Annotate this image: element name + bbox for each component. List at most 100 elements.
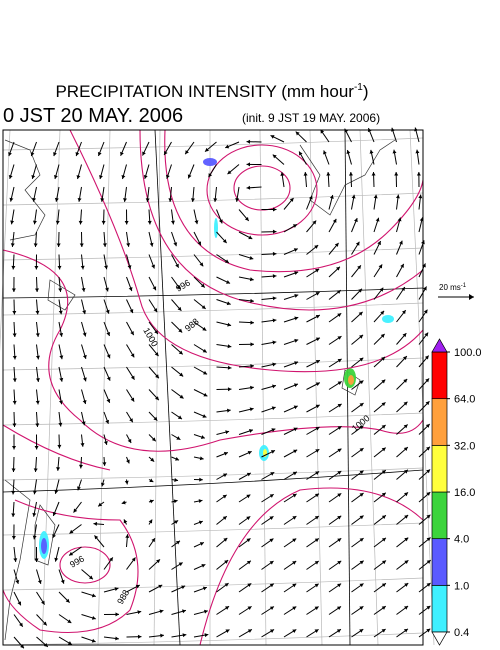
wind-arrow-head [11, 535, 16, 540]
wind-arrow-head [269, 516, 274, 520]
wind-arrow-head [185, 150, 189, 155]
wind-arrow-head [135, 584, 140, 589]
wind-arrow-head [271, 406, 276, 411]
wind-arrow-head [248, 235, 253, 240]
wind-arrow-head [120, 151, 124, 156]
wind-arrow-head [272, 154, 277, 159]
wind-arrow-head [137, 610, 142, 615]
wind-arrow-head [203, 609, 208, 614]
wind-arrow-head [295, 131, 300, 136]
wind-arrow-head [292, 583, 297, 588]
wind-arrow-head [190, 198, 195, 202]
wind-arrow-head [250, 385, 254, 390]
wind-arrow-head [381, 447, 386, 452]
wind-arrow-head [425, 401, 430, 406]
wind-arrow-head [137, 634, 142, 639]
wind-arrow-head [11, 288, 16, 292]
wind-arrow-head [425, 424, 430, 428]
wind-arrow-head [397, 217, 402, 222]
wind-arrow-head [381, 537, 386, 542]
colorbar-segment [431, 538, 448, 586]
wind-arrow-head [225, 430, 230, 435]
wind-arrow-head [404, 560, 409, 565]
wind-arrow-head [33, 468, 38, 472]
wind-arrow-head [12, 400, 17, 405]
wind-arrow-head [381, 583, 386, 588]
wind-arrow-head [34, 288, 39, 292]
wind-arrow-head [159, 609, 164, 614]
wind-arrow-head [203, 392, 208, 397]
wind-arrow-head [326, 172, 331, 176]
rain-area [382, 315, 394, 323]
wind-arrow-head [105, 309, 110, 314]
wind-arrow-head [292, 224, 297, 228]
wind-arrow-head [224, 583, 229, 587]
wind-arrow-head [226, 280, 231, 284]
wind-arrow-head [235, 198, 240, 202]
wind-arrow-head [156, 559, 161, 564]
wind-arrow-head [12, 445, 17, 450]
wind-arrow-head [336, 629, 341, 633]
colorbar-label: 64.0 [454, 394, 475, 406]
wind-arrow-head [294, 271, 299, 276]
wind-arrow-head [334, 242, 339, 247]
wind-arrow-head [106, 398, 111, 403]
wind-arrow-head [337, 515, 342, 520]
wind-arrow-head [381, 470, 386, 474]
wind-arrow-head [369, 149, 374, 154]
wind-arrow-head [249, 256, 254, 260]
wind-arrow-head [200, 283, 205, 288]
wind-arrow-head [152, 286, 157, 291]
wind-arrow-head [223, 537, 228, 542]
wind-arrow-head [181, 585, 186, 590]
coastlines [4, 139, 396, 641]
wind-arrow-head [127, 265, 132, 269]
wind-arrow-head [198, 520, 203, 525]
wind-arrow-head [359, 403, 364, 407]
wind-arrow-head [8, 174, 13, 179]
wind-arrow-head [426, 560, 431, 564]
wind-arrow-head [380, 310, 385, 315]
wind-arrow-head [351, 194, 356, 199]
wind-arrow-head [154, 330, 158, 335]
wind-arrow-head [359, 583, 364, 588]
wind-arrow-head [164, 151, 168, 156]
wind-arrow-head [272, 251, 277, 256]
wind-arrow-head [109, 557, 113, 562]
colorbar-segment [431, 351, 448, 400]
wind-arrow-head [173, 499, 178, 504]
wind-arrow-head [160, 633, 164, 638]
colorbar-segment [431, 398, 448, 446]
colorbar-label: 16.0 [454, 487, 475, 499]
wind-arrow-head [246, 494, 251, 499]
wind-arrow-head [270, 135, 275, 139]
wind-arrow-head [175, 263, 179, 268]
wind-arrow-head [336, 266, 340, 271]
wind-arrow-head [149, 499, 154, 504]
wind-arrow-head [82, 400, 87, 404]
isobar [69, 129, 424, 373]
wind-arrow-head [373, 194, 378, 199]
wind-arrow-head [126, 243, 131, 247]
wind-arrow-head [401, 287, 405, 292]
wind-arrow-head [77, 198, 82, 202]
wind-arrow-head [179, 372, 184, 377]
wind-arrow-head [208, 173, 213, 178]
wind-arrow-head [426, 537, 431, 542]
wind-arrow-head [81, 287, 86, 292]
wind-arrow-head [320, 129, 325, 134]
wind-arrow-head [315, 268, 320, 273]
wind-arrow-head [418, 194, 423, 199]
wind-arrow-head [246, 516, 251, 521]
wind-arrow-head [80, 265, 85, 270]
colorbar-label: 1.0 [454, 580, 469, 592]
wind-arrow-head [80, 443, 85, 447]
wind-arrow-head [56, 243, 61, 247]
wind-arrow-head [355, 241, 360, 246]
wind-arrow-head [270, 629, 275, 633]
wind-arrow-head [158, 584, 163, 589]
wind-arrow-head [35, 400, 40, 405]
isobar [206, 144, 318, 236]
wind-arrow-head [223, 451, 228, 456]
wind-arrow-head [35, 333, 40, 337]
